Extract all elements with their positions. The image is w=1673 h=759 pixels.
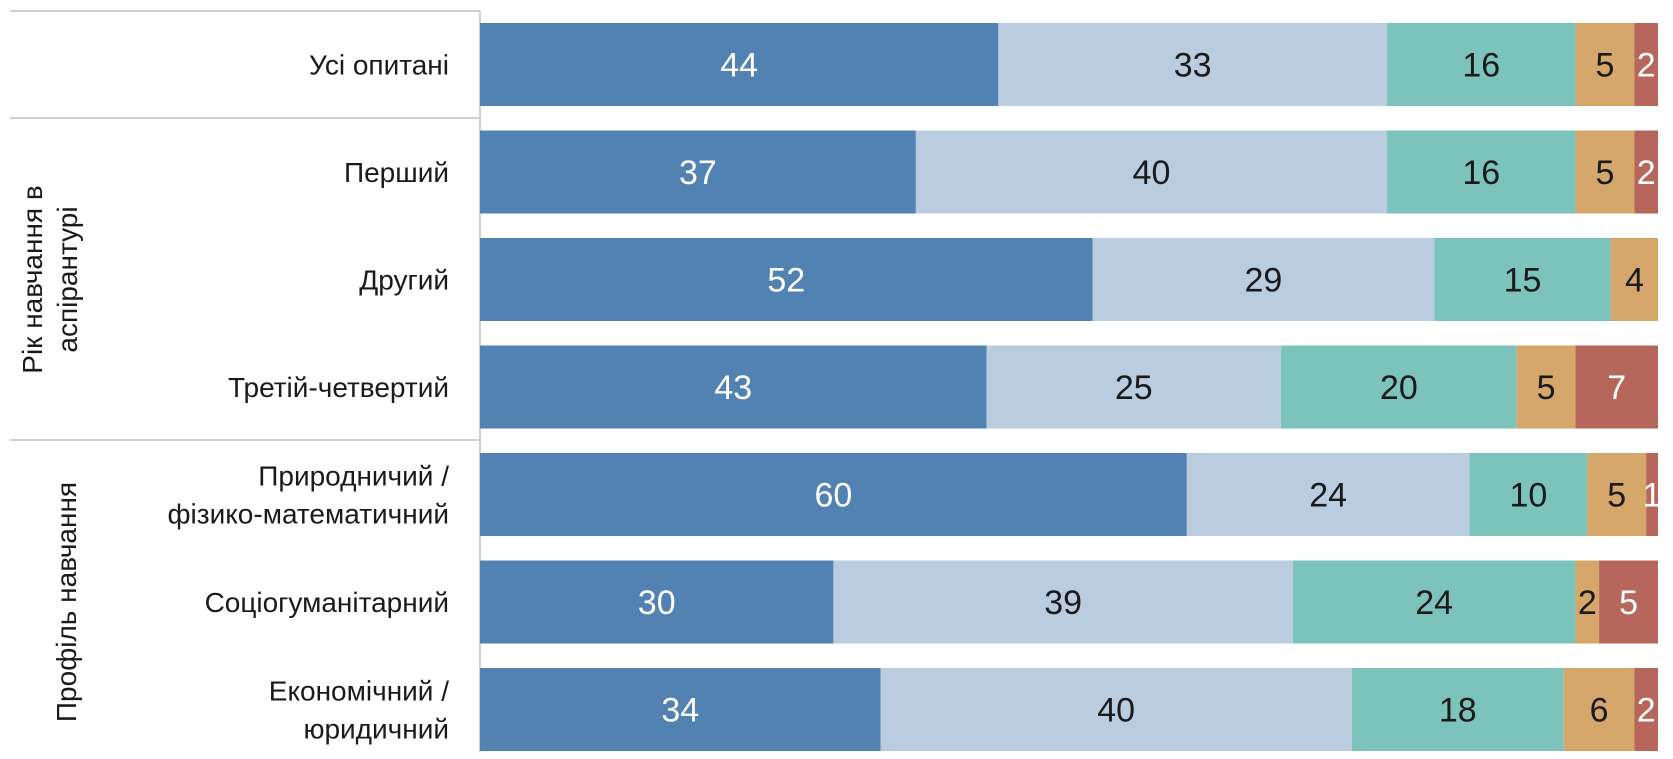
bar-segment	[480, 668, 881, 751]
bar-segment	[480, 130, 916, 214]
data-label: 5	[1596, 154, 1615, 192]
data-label: 34	[661, 692, 699, 730]
bar-segment	[1186, 453, 1470, 536]
bar-segment	[833, 560, 1293, 644]
group-label: Профіль навчання	[51, 482, 82, 722]
data-label: 5	[1537, 369, 1556, 407]
data-label: 20	[1380, 369, 1418, 407]
bar-segment	[1434, 238, 1611, 321]
data-label: 6	[1590, 692, 1609, 730]
category-label: Економічний /	[269, 676, 449, 707]
bar-segment	[480, 560, 834, 644]
data-label: 7	[1607, 369, 1626, 407]
bar-segment	[480, 238, 1093, 321]
bar-segment	[1575, 345, 1658, 429]
bar-segment	[986, 345, 1282, 429]
data-label: 44	[720, 47, 758, 85]
data-label: 18	[1439, 692, 1477, 730]
data-label: 30	[638, 584, 676, 622]
bar-segment	[1587, 453, 1647, 536]
bar-segment	[915, 130, 1388, 214]
data-label: 10	[1510, 477, 1548, 515]
bar-segment	[1575, 130, 1635, 214]
data-label: 52	[767, 262, 805, 300]
data-label: 37	[679, 154, 717, 192]
data-label: 2	[1637, 692, 1656, 730]
bar-segment	[1387, 130, 1576, 214]
bar-segment	[1634, 130, 1658, 214]
data-label: 16	[1462, 47, 1500, 85]
data-label: 39	[1044, 584, 1082, 622]
category-label: Перший	[344, 157, 449, 188]
bar-segment	[1387, 23, 1576, 106]
data-label: 5	[1619, 584, 1638, 622]
data-label: 4	[1625, 262, 1644, 300]
bar-segment	[880, 668, 1352, 751]
data-label: 60	[814, 477, 852, 515]
bar-segment	[1281, 345, 1517, 429]
category-label: Соціогуманітарний	[205, 587, 449, 618]
category-label: юридичний	[303, 714, 449, 745]
bar-segment	[1646, 453, 1658, 536]
data-label: 2	[1637, 47, 1656, 85]
data-label: 33	[1174, 47, 1212, 85]
bar-segment	[1610, 238, 1658, 321]
data-label: 24	[1309, 477, 1347, 515]
data-label: 1	[1643, 477, 1662, 515]
category-label: Усі опитані	[309, 50, 449, 81]
data-label: 16	[1462, 154, 1500, 192]
bar-segment	[1634, 23, 1658, 106]
bar-segment	[480, 345, 987, 429]
category-label: Третій-четвертий	[228, 372, 449, 403]
bar-segment	[480, 453, 1187, 536]
bar-segment	[1516, 345, 1576, 429]
bar-segment	[1469, 453, 1588, 536]
data-label: 2	[1637, 154, 1656, 192]
data-label: 43	[714, 369, 752, 407]
bar-segment	[1575, 560, 1600, 644]
group-label: аспірантурі	[52, 206, 83, 352]
data-label: 2	[1578, 584, 1597, 622]
bar-segment	[1092, 238, 1435, 321]
bar-segment	[1599, 560, 1658, 644]
data-label: 5	[1607, 477, 1626, 515]
bar-segment	[1563, 668, 1635, 751]
bar-segment	[998, 23, 1388, 106]
data-label: 5	[1596, 47, 1615, 85]
bar-segment	[1351, 668, 1564, 751]
bar-segment	[1634, 668, 1658, 751]
data-label: 15	[1504, 262, 1542, 300]
category-label: Другий	[359, 265, 449, 296]
data-label: 40	[1097, 692, 1135, 730]
category-label: фізико-математичний	[168, 499, 450, 530]
group-label: Рік навчання в	[17, 185, 48, 373]
bar-segment	[1575, 23, 1635, 106]
category-label: Природничий /	[258, 461, 449, 492]
data-label: 25	[1115, 369, 1153, 407]
data-label: 24	[1415, 584, 1453, 622]
bar-segment	[1292, 560, 1576, 644]
bar-segment	[480, 23, 999, 106]
data-label: 29	[1244, 262, 1282, 300]
data-label: 40	[1133, 154, 1171, 192]
